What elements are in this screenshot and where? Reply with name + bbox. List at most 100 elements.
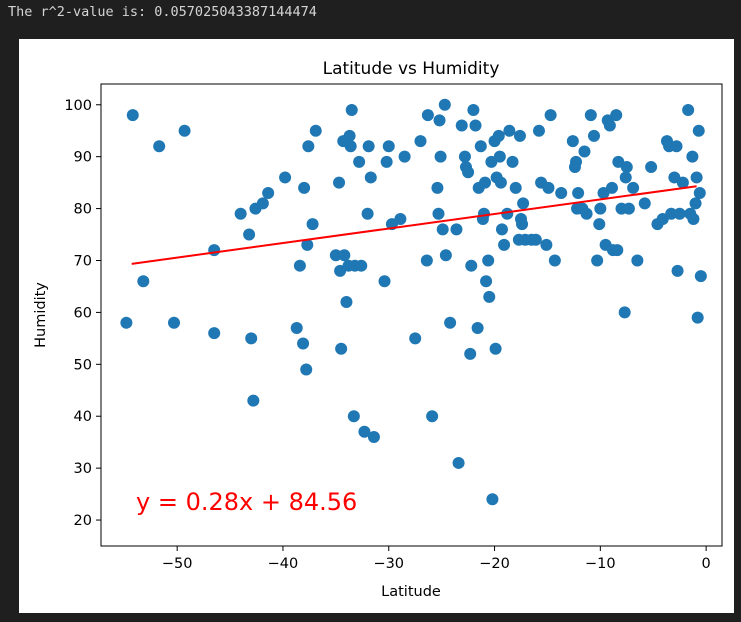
scatter-point	[382, 140, 395, 153]
scatter-point	[247, 394, 260, 407]
scatter-point	[580, 207, 593, 220]
latitude-humidity-scatter-chart: Latitude vs Humidity −50 −40 −30 −20 −10 0 20…	[33, 59, 723, 600]
scatter-point	[353, 155, 366, 168]
scatter-point	[243, 228, 256, 241]
scatter-point	[338, 249, 351, 262]
scatter-point	[464, 347, 477, 360]
y-tick-label: 70	[74, 253, 92, 269]
scatter-point	[298, 181, 311, 194]
scatter-point	[489, 342, 502, 355]
scatter-point	[409, 332, 422, 345]
scatter-point	[691, 311, 704, 324]
chart-figure: Latitude vs Humidity −50 −40 −30 −20 −10 0 20…	[19, 39, 734, 613]
scatter-point	[542, 181, 555, 194]
scatter-point	[686, 150, 699, 163]
plot-frame	[100, 83, 723, 547]
scatter-point	[605, 181, 618, 194]
scatter-point	[340, 296, 353, 309]
scatter-point	[361, 207, 374, 220]
scatter-point	[611, 244, 624, 257]
scatter-point	[309, 124, 322, 137]
scatter-point	[671, 264, 684, 277]
x-axis-ticks: −50 −40 −30 −20 −10 0	[162, 546, 711, 572]
scatter-point	[645, 161, 658, 174]
scatter-point	[591, 254, 604, 267]
scatter-point	[603, 119, 616, 132]
scatter-point	[414, 135, 427, 148]
scatter-point	[279, 171, 292, 184]
scatter-point	[455, 119, 468, 132]
scatter-point	[665, 207, 678, 220]
y-axis-label: Humidity	[33, 282, 49, 348]
plot-marks	[120, 98, 707, 506]
scatter-point	[483, 290, 496, 303]
scatter-point	[687, 212, 700, 225]
scatter-point	[168, 316, 180, 329]
regression-line	[131, 185, 697, 265]
regression-equation: y = 0.28x + 84.56	[136, 488, 357, 516]
scatter-point	[301, 238, 314, 251]
scatter-point	[689, 197, 702, 210]
scatter-point	[477, 207, 490, 220]
scatter-point	[690, 171, 703, 184]
y-axis-ticks: 20 30 40 50 60 70 80 90 100	[64, 98, 101, 529]
scatter-point	[631, 254, 644, 267]
scatter-point	[380, 155, 393, 168]
scatter-point	[153, 140, 166, 153]
scatter-point	[208, 244, 221, 257]
scatter-point	[548, 254, 561, 267]
scatter-point	[306, 218, 319, 231]
scatter-point	[482, 254, 495, 267]
scatter-point	[486, 493, 499, 506]
scatter-point	[529, 233, 542, 246]
scatter-point	[619, 171, 632, 184]
scatter-point	[432, 207, 445, 220]
scatter-point	[355, 259, 368, 272]
x-tick-label: −20	[479, 556, 510, 572]
scatter-point	[394, 212, 407, 225]
scatter-point	[431, 181, 444, 194]
x-tick-label: 0	[702, 556, 711, 572]
scatter-point	[622, 202, 635, 215]
x-axis-label: Latitude	[381, 584, 441, 600]
y-tick-label: 50	[74, 357, 92, 373]
scatter-point	[458, 150, 471, 163]
scatter-point	[469, 119, 482, 132]
x-tick-label: −40	[268, 556, 299, 572]
scatter-point	[297, 337, 310, 350]
scatter-point	[178, 124, 191, 137]
scatter-point	[513, 129, 526, 142]
y-tick-label: 100	[64, 98, 92, 114]
scatter-point	[234, 207, 247, 220]
y-tick-label: 60	[74, 305, 92, 321]
scatter-point	[367, 430, 380, 443]
y-tick-label: 90	[74, 150, 92, 166]
scatter-point	[492, 129, 505, 142]
scatter-point	[450, 223, 463, 236]
scatter-point	[120, 316, 133, 329]
x-tick-label: −10	[585, 556, 616, 572]
scatter-point	[498, 238, 511, 251]
scatter-point	[578, 145, 591, 158]
scatter-point	[471, 321, 484, 334]
scatter-point	[479, 176, 492, 189]
scatter-point	[208, 327, 221, 340]
scatter-point	[594, 202, 607, 215]
scatter-point	[618, 306, 631, 319]
scatter-point	[333, 176, 346, 189]
scatter-point	[593, 218, 606, 231]
scatter-point	[516, 218, 529, 231]
x-tick-label: −30	[373, 556, 404, 572]
scatter-point	[474, 140, 487, 153]
scatter-point	[347, 410, 360, 423]
scatter-point	[444, 316, 457, 329]
scatter-point	[329, 249, 342, 262]
scatter-point	[290, 321, 303, 334]
y-tick-label: 30	[74, 461, 92, 477]
scatter-point	[673, 207, 686, 220]
scatter-point	[493, 150, 506, 163]
scatter-point	[570, 155, 583, 168]
chart-title: Latitude vs Humidity	[323, 59, 500, 79]
scatter-point	[587, 129, 600, 142]
scatter-point	[420, 254, 433, 267]
